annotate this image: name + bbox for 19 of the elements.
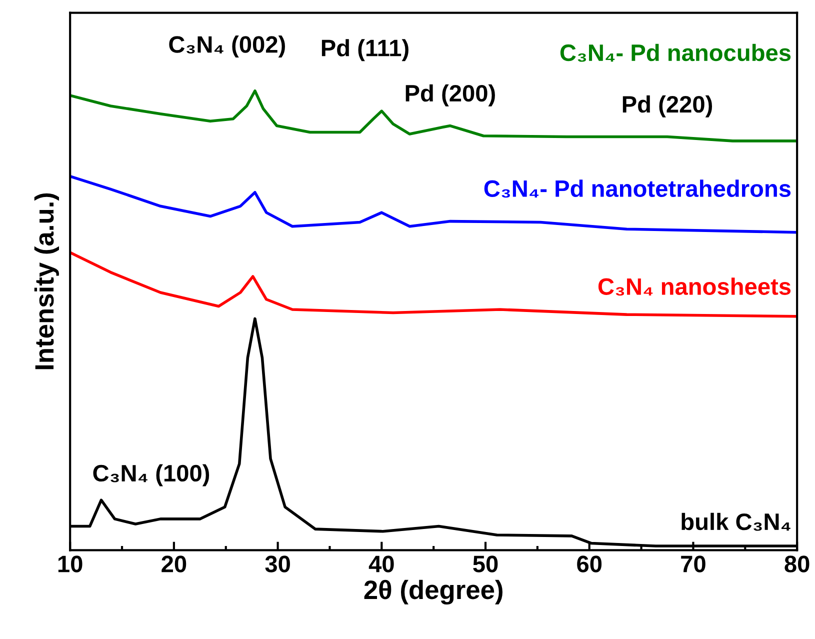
annotation: C₃N₄ (002) bbox=[169, 36, 285, 58]
y-axis-title: Intensity (a.u.) bbox=[34, 193, 59, 370]
x-tick-label: 70 bbox=[681, 556, 706, 572]
x-tick-label: 10 bbox=[58, 556, 82, 572]
x-tick-label: 20 bbox=[162, 556, 186, 572]
annotation: C₃N₄ (100) bbox=[93, 464, 210, 486]
x-axis-title: 2θ (degree) bbox=[364, 580, 502, 605]
x-tick-label: 40 bbox=[368, 556, 394, 572]
x-tick-label: 50 bbox=[473, 556, 498, 572]
series-label: bulk C₃N₄ bbox=[682, 512, 790, 531]
x-tick-label: 80 bbox=[784, 556, 810, 572]
annotation: Pd (200) bbox=[406, 84, 495, 106]
series-label: C₃N₄- Pd nanotetrahedrons bbox=[484, 180, 791, 198]
series-label: C₃N₄ nanosheets bbox=[598, 278, 791, 296]
annotation: Pd (111) bbox=[322, 39, 408, 62]
annotation: Pd (220) bbox=[622, 95, 712, 118]
x-tick-label: 60 bbox=[577, 556, 602, 572]
text: C₃N₄- Pd nanocubes bbox=[560, 44, 791, 62]
x-tick-label: 30 bbox=[265, 556, 290, 572]
